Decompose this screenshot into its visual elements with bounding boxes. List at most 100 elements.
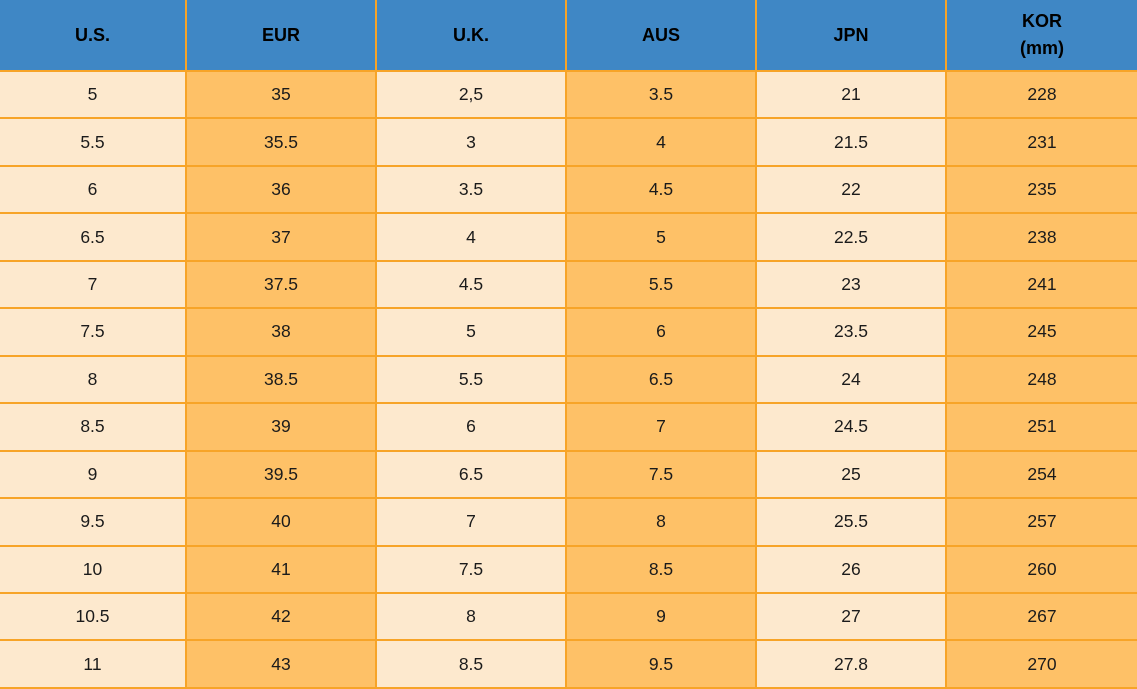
- table-row: 9.5 40 7 8 25.5 257: [0, 497, 1137, 547]
- table-cell: 9: [0, 449, 187, 500]
- table-cell: 4.5: [375, 259, 567, 310]
- table-row: 6 36 3.5 4.5 22 235: [0, 164, 1137, 215]
- table-cell: 7.5: [0, 307, 187, 357]
- table-cell: 231: [945, 117, 1137, 167]
- table-cell: 40: [185, 497, 377, 547]
- table-cell: 23.5: [755, 307, 947, 357]
- table-cell: 37: [185, 212, 377, 262]
- table-header: U.S. EUR U.K. AUS JPN KOR (mm): [0, 0, 1137, 72]
- table-cell: 3: [375, 117, 567, 167]
- table-header-row: U.S. EUR U.K. AUS JPN KOR (mm): [0, 0, 1137, 72]
- column-header-kor: KOR (mm): [945, 0, 1137, 72]
- table-cell: 7: [0, 259, 187, 310]
- column-header-us: U.S.: [0, 0, 187, 72]
- table-cell: 6: [375, 402, 567, 452]
- table-cell: 22: [755, 164, 947, 215]
- table-cell: 5: [0, 69, 187, 120]
- table-cell: 6.5: [0, 212, 187, 262]
- table-cell: 254: [945, 449, 1137, 500]
- table-cell: 27: [755, 591, 947, 642]
- table-cell: 228: [945, 69, 1137, 120]
- table-row: 10.5 42 8 9 27 267: [0, 591, 1137, 642]
- table-cell: 6: [0, 164, 187, 215]
- table-cell: 260: [945, 544, 1137, 594]
- table-cell: 3.5: [565, 69, 757, 120]
- table-cell: 5.5: [565, 259, 757, 310]
- column-header-jpn: JPN: [755, 0, 947, 72]
- table-cell: 41: [185, 544, 377, 594]
- table-row: 11 43 8.5 9.5 27.8 270: [0, 639, 1137, 689]
- table-cell: 267: [945, 591, 1137, 642]
- table-cell: 25: [755, 449, 947, 500]
- table-cell: 27.8: [755, 639, 947, 689]
- table-cell: 26: [755, 544, 947, 594]
- table-cell: 5.5: [0, 117, 187, 167]
- table-cell: 6.5: [565, 354, 757, 405]
- table-cell: 35: [185, 69, 377, 120]
- table-cell: 22.5: [755, 212, 947, 262]
- table-cell: 7: [565, 402, 757, 452]
- table-cell: 38: [185, 307, 377, 357]
- table-row: 8 38.5 5.5 6.5 24 248: [0, 354, 1137, 405]
- table-cell: 6: [565, 307, 757, 357]
- table-cell: 245: [945, 307, 1137, 357]
- table-row: 8.5 39 6 7 24.5 251: [0, 402, 1137, 452]
- table-row: 7.5 38 5 6 23.5 245: [0, 307, 1137, 357]
- table-row: 10 41 7.5 8.5 26 260: [0, 544, 1137, 594]
- table-cell: 10: [0, 544, 187, 594]
- table-cell: 24.5: [755, 402, 947, 452]
- table-cell: 270: [945, 639, 1137, 689]
- table-cell: 36: [185, 164, 377, 215]
- table-cell: 35.5: [185, 117, 377, 167]
- column-header-aus: AUS: [565, 0, 757, 72]
- table-cell: 21.5: [755, 117, 947, 167]
- table-cell: 24: [755, 354, 947, 405]
- table-cell: 21: [755, 69, 947, 120]
- table-cell: 23: [755, 259, 947, 310]
- table-cell: 6.5: [375, 449, 567, 500]
- table-cell: 235: [945, 164, 1137, 215]
- table-cell: 2,5: [375, 69, 567, 120]
- table-cell: 241: [945, 259, 1137, 310]
- table-cell: 8.5: [375, 639, 567, 689]
- table-row: 5.5 35.5 3 4 21.5 231: [0, 117, 1137, 167]
- table-row: 7 37.5 4.5 5.5 23 241: [0, 259, 1137, 310]
- table-cell: 8: [0, 354, 187, 405]
- table-row: 6.5 37 4 5 22.5 238: [0, 212, 1137, 262]
- table-row: 5 35 2,5 3.5 21 228: [0, 69, 1137, 120]
- table-cell: 4: [565, 117, 757, 167]
- table-cell: 5: [565, 212, 757, 262]
- table-cell: 4.5: [565, 164, 757, 215]
- table-cell: 7.5: [565, 449, 757, 500]
- table-cell: 25.5: [755, 497, 947, 547]
- table-cell: 248: [945, 354, 1137, 405]
- table-body: 5 35 2,5 3.5 21 228 5.5 35.5 3 4 21.5 231 6 36 3.5 4.5 2…: [0, 69, 1137, 689]
- table-cell: 8.5: [0, 402, 187, 452]
- table-cell: 7.5: [375, 544, 567, 594]
- table-cell: 39: [185, 402, 377, 452]
- table-cell: 3.5: [375, 164, 567, 215]
- table-cell: 38.5: [185, 354, 377, 405]
- table-cell: 8: [565, 497, 757, 547]
- table-cell: 43: [185, 639, 377, 689]
- table-cell: 257: [945, 497, 1137, 547]
- table-cell: 37.5: [185, 259, 377, 310]
- table-cell: 10.5: [0, 591, 187, 642]
- table-cell: 8: [375, 591, 567, 642]
- table-cell: 9.5: [0, 497, 187, 547]
- table-row: 9 39.5 6.5 7.5 25 254: [0, 449, 1137, 500]
- table-cell: 11: [0, 639, 187, 689]
- table-cell: 9.5: [565, 639, 757, 689]
- table-cell: 251: [945, 402, 1137, 452]
- table-cell: 7: [375, 497, 567, 547]
- table-cell: 5.5: [375, 354, 567, 405]
- table-cell: 5: [375, 307, 567, 357]
- table-cell: 9: [565, 591, 757, 642]
- table-cell: 42: [185, 591, 377, 642]
- table-cell: 238: [945, 212, 1137, 262]
- column-header-uk: U.K.: [375, 0, 567, 72]
- table-cell: 8.5: [565, 544, 757, 594]
- table-cell: 4: [375, 212, 567, 262]
- column-header-eur: EUR: [185, 0, 377, 72]
